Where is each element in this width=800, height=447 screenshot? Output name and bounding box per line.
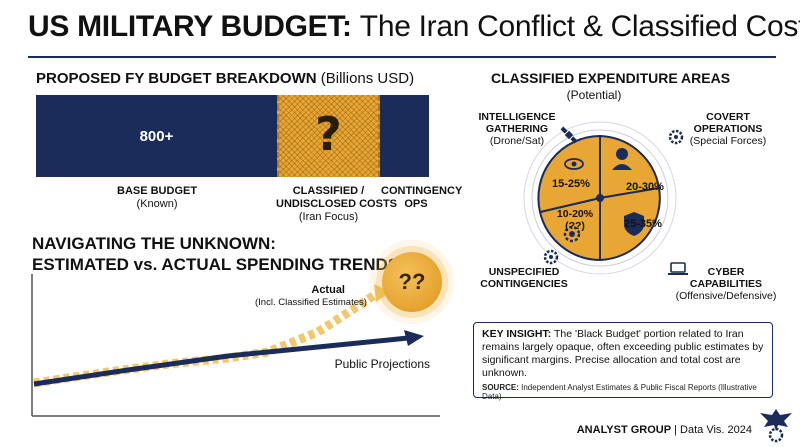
actual-series-arrow: [374, 284, 390, 302]
footer-org: ANALYST GROUP: [576, 424, 672, 436]
label-cyber-1: CYBER: [707, 266, 745, 278]
title-rest: The Iran Conflict & Classified Costs: [359, 10, 800, 43]
label-covert-2: OPERATIONS: [693, 123, 763, 135]
key-insight-box: KEY INSIGHT: The 'Black Budget' portion …: [473, 322, 773, 401]
public-series-arrow: [404, 330, 424, 346]
areas-heading-text: CLASSIFIED EXPENDITURE AREAS: [491, 70, 731, 86]
budget-heading: PROPOSED FY BUDGET BREAKDOWN (Billions U…: [36, 70, 414, 87]
label-classified-1: CLASSIFIED /: [292, 185, 365, 197]
label-unspec-2: CONTINGENCIES: [480, 278, 568, 290]
page-title: US MILITARY BUDGET: The Iran Conflict & …: [28, 10, 800, 44]
insight-label: KEY INSIGHT:: [482, 328, 552, 340]
trends-heading-2: ESTIMATED vs. ACTUAL SPENDING TRENDS: [32, 255, 400, 274]
budget-heading-text: PROPOSED FY BUDGET BREAKDOWN: [36, 70, 317, 87]
slice-unspecified: [538, 196, 601, 262]
trend-chart: [31, 274, 440, 417]
actual-annotation: Actual (Incl. Classified Estimates): [255, 284, 367, 309]
label-base-sub: (Known): [136, 198, 178, 210]
eagle-logo-icon: [760, 409, 792, 443]
gear-icon: [563, 225, 581, 243]
title-divider: [28, 56, 776, 58]
footer-rest: | Data Vis. 2024: [674, 424, 752, 436]
bar-base-value: 800+: [139, 128, 174, 145]
expenditure-pie: [523, 121, 677, 275]
pie-outer-ring: [523, 121, 677, 275]
public-annotation: Public Projections: [334, 357, 430, 371]
trends-heading-1: NAVIGATING THE UNKNOWN:: [32, 234, 276, 253]
source-text: Independent Analyst Estimates & Public F…: [482, 383, 757, 401]
label-unspecified: UNSPECIFIED CONTINGENCIES: [478, 266, 570, 290]
slice-cyber-value: 25-35%: [624, 218, 662, 230]
slice-unspecified-value: 10-20% (??): [556, 208, 594, 232]
unknown-marker: ??: [382, 252, 442, 312]
covert-gear-icon: [668, 129, 684, 145]
label-classified-2: UNDISCLOSED COSTS: [276, 198, 398, 210]
unspec-gear-icon: [543, 249, 559, 265]
eye-icon: [564, 158, 584, 170]
laptop-icon: [668, 262, 688, 275]
insight-source: SOURCE: Independent Analyst Estimates & …: [482, 383, 764, 401]
label-intel: INTELLIGENCE GATHERING (Drone/Sat): [474, 111, 560, 147]
actual-sub: (Incl. Classified Estimates): [255, 297, 367, 308]
question-mark-icon: ?: [315, 107, 342, 161]
label-unspec-1: UNSPECIFIED: [488, 266, 560, 278]
trends-heading: NAVIGATING THE UNKNOWN: ESTIMATED vs. AC…: [32, 233, 399, 275]
pie-center: [596, 194, 604, 202]
insight-body: The 'Black Budget' portion related to Ir…: [482, 328, 764, 379]
insight-text: KEY INSIGHT: The 'Black Budget' portion …: [482, 328, 764, 380]
label-base-budget: BASE BUDGET (Known): [117, 185, 197, 211]
title-bold: US MILITARY BUDGET:: [28, 10, 352, 43]
label-intel-2: GATHERING: [485, 123, 549, 135]
label-contingency-2: OPS: [404, 198, 428, 210]
source-label: SOURCE:: [482, 383, 519, 392]
label-classified-sub: (Iran Focus): [298, 211, 359, 223]
label-contingency: CONTINGENCY OPS: [381, 185, 462, 211]
label-intel-1: INTELLIGENCE: [478, 111, 556, 123]
slice-intel-value: 15-25%: [552, 178, 590, 190]
areas-heading: CLASSIFIED EXPENDITURE AREAS (Potential): [491, 70, 730, 102]
label-cyber-2: CAPABILITIES: [689, 278, 763, 290]
slice-covert-value: 20-30%: [626, 181, 664, 193]
label-covert-1: COVERT: [706, 111, 750, 123]
pie-mid-ring: [531, 129, 669, 267]
footer: ANALYST GROUP | Data Vis. 2024: [577, 424, 752, 436]
label-contingency-1: CONTINGENCY: [381, 185, 463, 197]
bar-base-budget: 800+: [36, 95, 277, 177]
bar-classified-costs: ?: [277, 95, 380, 177]
areas-sub: (Potential): [566, 88, 622, 102]
budget-unit: (Billions USD): [320, 70, 415, 87]
label-base-title: BASE BUDGET: [117, 185, 198, 197]
slice-intel: [537, 134, 601, 214]
label-intel-sub: (Drone/Sat): [489, 135, 545, 147]
satellite-icon: [560, 126, 578, 144]
label-covert-sub: (Special Forces): [689, 135, 767, 147]
hacker-icon: [612, 148, 632, 170]
actual-label: Actual: [311, 284, 345, 296]
public-series-line: [33, 335, 409, 387]
label-covert: COVERT OPERATIONS (Special Forces): [684, 111, 772, 147]
slice-covert: [599, 134, 661, 200]
label-cyber-sub: (Offensive/Defensive): [675, 290, 777, 302]
label-cyber: CYBER CAPABILITIES (Offensive/Defensive): [672, 266, 780, 302]
label-classified: CLASSIFIED / UNDISCLOSED COSTS (Iran Foc…: [276, 185, 397, 224]
bar-contingency-ops: [380, 95, 429, 177]
shield-icon: [624, 212, 644, 236]
